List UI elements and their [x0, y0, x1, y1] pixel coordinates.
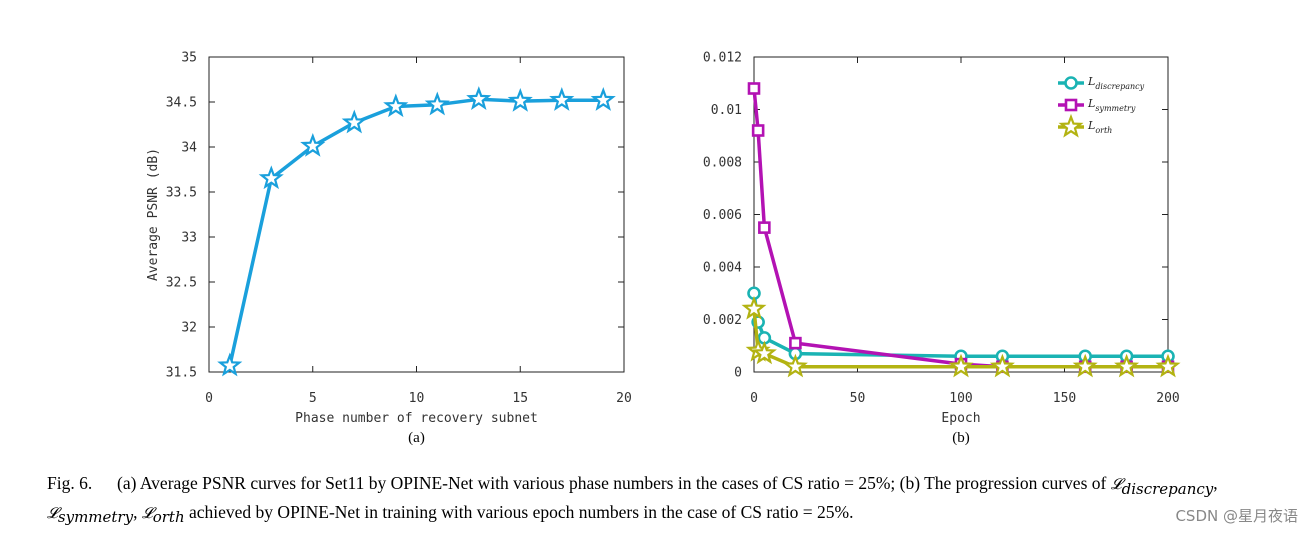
chart-b: 0 0.002 0.004 0.006 0.008 0.01 0.012 0 50 100 150 2… — [703, 51, 1181, 446]
data-point — [549, 87, 575, 111]
data-point — [1072, 353, 1098, 378]
figure-number: Fig. 6. — [47, 473, 93, 493]
x-axis-label: Epoch — [941, 411, 980, 426]
watermark: CSDN @星月夜语 — [1175, 507, 1298, 525]
data-point — [751, 340, 777, 365]
x-tick-label: 10 — [409, 391, 425, 406]
y-tick-label: 34.5 — [166, 96, 197, 111]
data-point — [1155, 353, 1181, 378]
y-tick-label: 35 — [181, 51, 197, 66]
caption-comma-2: , — [133, 501, 138, 522]
data-point — [758, 221, 771, 234]
x-tick-label: 20 — [616, 391, 632, 406]
loss-orth-sub: orth — [152, 508, 185, 526]
x-tick-label: 150 — [1053, 391, 1076, 406]
x-tick-label: 0 — [205, 391, 213, 406]
caption-text-b: achieved by OPINE-Net in training with v… — [184, 501, 854, 522]
y-tick-label: 31.5 — [166, 366, 197, 381]
data-point — [751, 124, 765, 137]
data-point — [789, 336, 802, 350]
legend: Ldiscrepancy Lsymmetry Lorth — [1058, 75, 1145, 138]
loss-orth-symbol: 𝓛 — [141, 503, 153, 522]
x-tick-label: 50 — [850, 391, 866, 406]
data-point — [1114, 353, 1140, 378]
y-tick-label: 33.5 — [166, 186, 197, 201]
subfigure-label: (b) — [952, 430, 970, 446]
y-tick-label: 0.012 — [703, 51, 742, 66]
data-point — [989, 353, 1015, 378]
data-point — [258, 165, 284, 190]
legend-label: Lorth — [1087, 119, 1112, 135]
y-tick-label: 0.008 — [703, 156, 742, 171]
data-point — [383, 93, 409, 118]
loss-discrepancy-symbol: 𝓛 — [1110, 475, 1122, 493]
y-tick-label: 0 — [734, 366, 742, 381]
series-line — [228, 97, 604, 367]
data-point — [782, 353, 808, 378]
data-point — [507, 87, 533, 112]
x-tick-label: 100 — [949, 391, 972, 406]
y-tick-label: 32.5 — [166, 276, 197, 291]
legend-label: Ldiscrepancy — [1087, 75, 1145, 91]
data-point — [466, 86, 492, 110]
x-tick-label: 0 — [750, 391, 758, 406]
x-tick-label: 15 — [512, 391, 528, 406]
subfigure-label: (a) — [408, 430, 425, 446]
y-tick-label: 34 — [181, 141, 197, 156]
loss-discrepancy-sub: discrepancy — [1121, 479, 1214, 498]
data-point — [948, 353, 974, 378]
data-point — [741, 295, 767, 320]
loss-symmetry-symbol: 𝓛 — [47, 503, 58, 522]
series-psnr — [217, 86, 616, 377]
data-point — [747, 82, 761, 95]
data-point — [300, 132, 326, 157]
data-point — [217, 352, 243, 377]
data-point — [424, 91, 450, 116]
legend-marker — [1058, 113, 1084, 138]
legend-marker — [1064, 98, 1078, 112]
data-point — [341, 109, 367, 134]
legend-label: Lsymmetry — [1087, 97, 1136, 113]
y-tick-label: 32 — [181, 321, 197, 336]
figure-caption: Fig. 6. (a) Average PSNR curves for Set11… — [47, 472, 1297, 529]
x-axis-label: Phase number of recovery subnet — [295, 411, 538, 426]
y-tick-label: 0.006 — [703, 208, 742, 223]
y-tick-label: 0.004 — [703, 261, 742, 276]
loss-symmetry-sub: symmetry — [57, 508, 134, 526]
y-tick-label: 0.002 — [703, 313, 742, 328]
y-tick-label: 0.01 — [711, 103, 742, 118]
y-axis-label: Average PSNR (dB) — [146, 148, 161, 281]
y-tick-label: 33 — [181, 231, 197, 246]
x-tick-label: 200 — [1156, 391, 1179, 406]
caption-comma-1: , — [1213, 473, 1218, 493]
legend-marker — [1064, 76, 1078, 90]
series-discrepancy — [747, 286, 1175, 364]
data-point — [590, 87, 616, 111]
x-tick-label: 5 — [309, 391, 317, 406]
caption-text-a: (a) Average PSNR curves for Set11 by OPI… — [117, 473, 1111, 493]
chart-a: 31.5 32 32.5 33 33.5 34 34.5 35 0 5 10 15 20 Phase nu… — [146, 51, 632, 447]
series-orth — [741, 295, 1181, 378]
